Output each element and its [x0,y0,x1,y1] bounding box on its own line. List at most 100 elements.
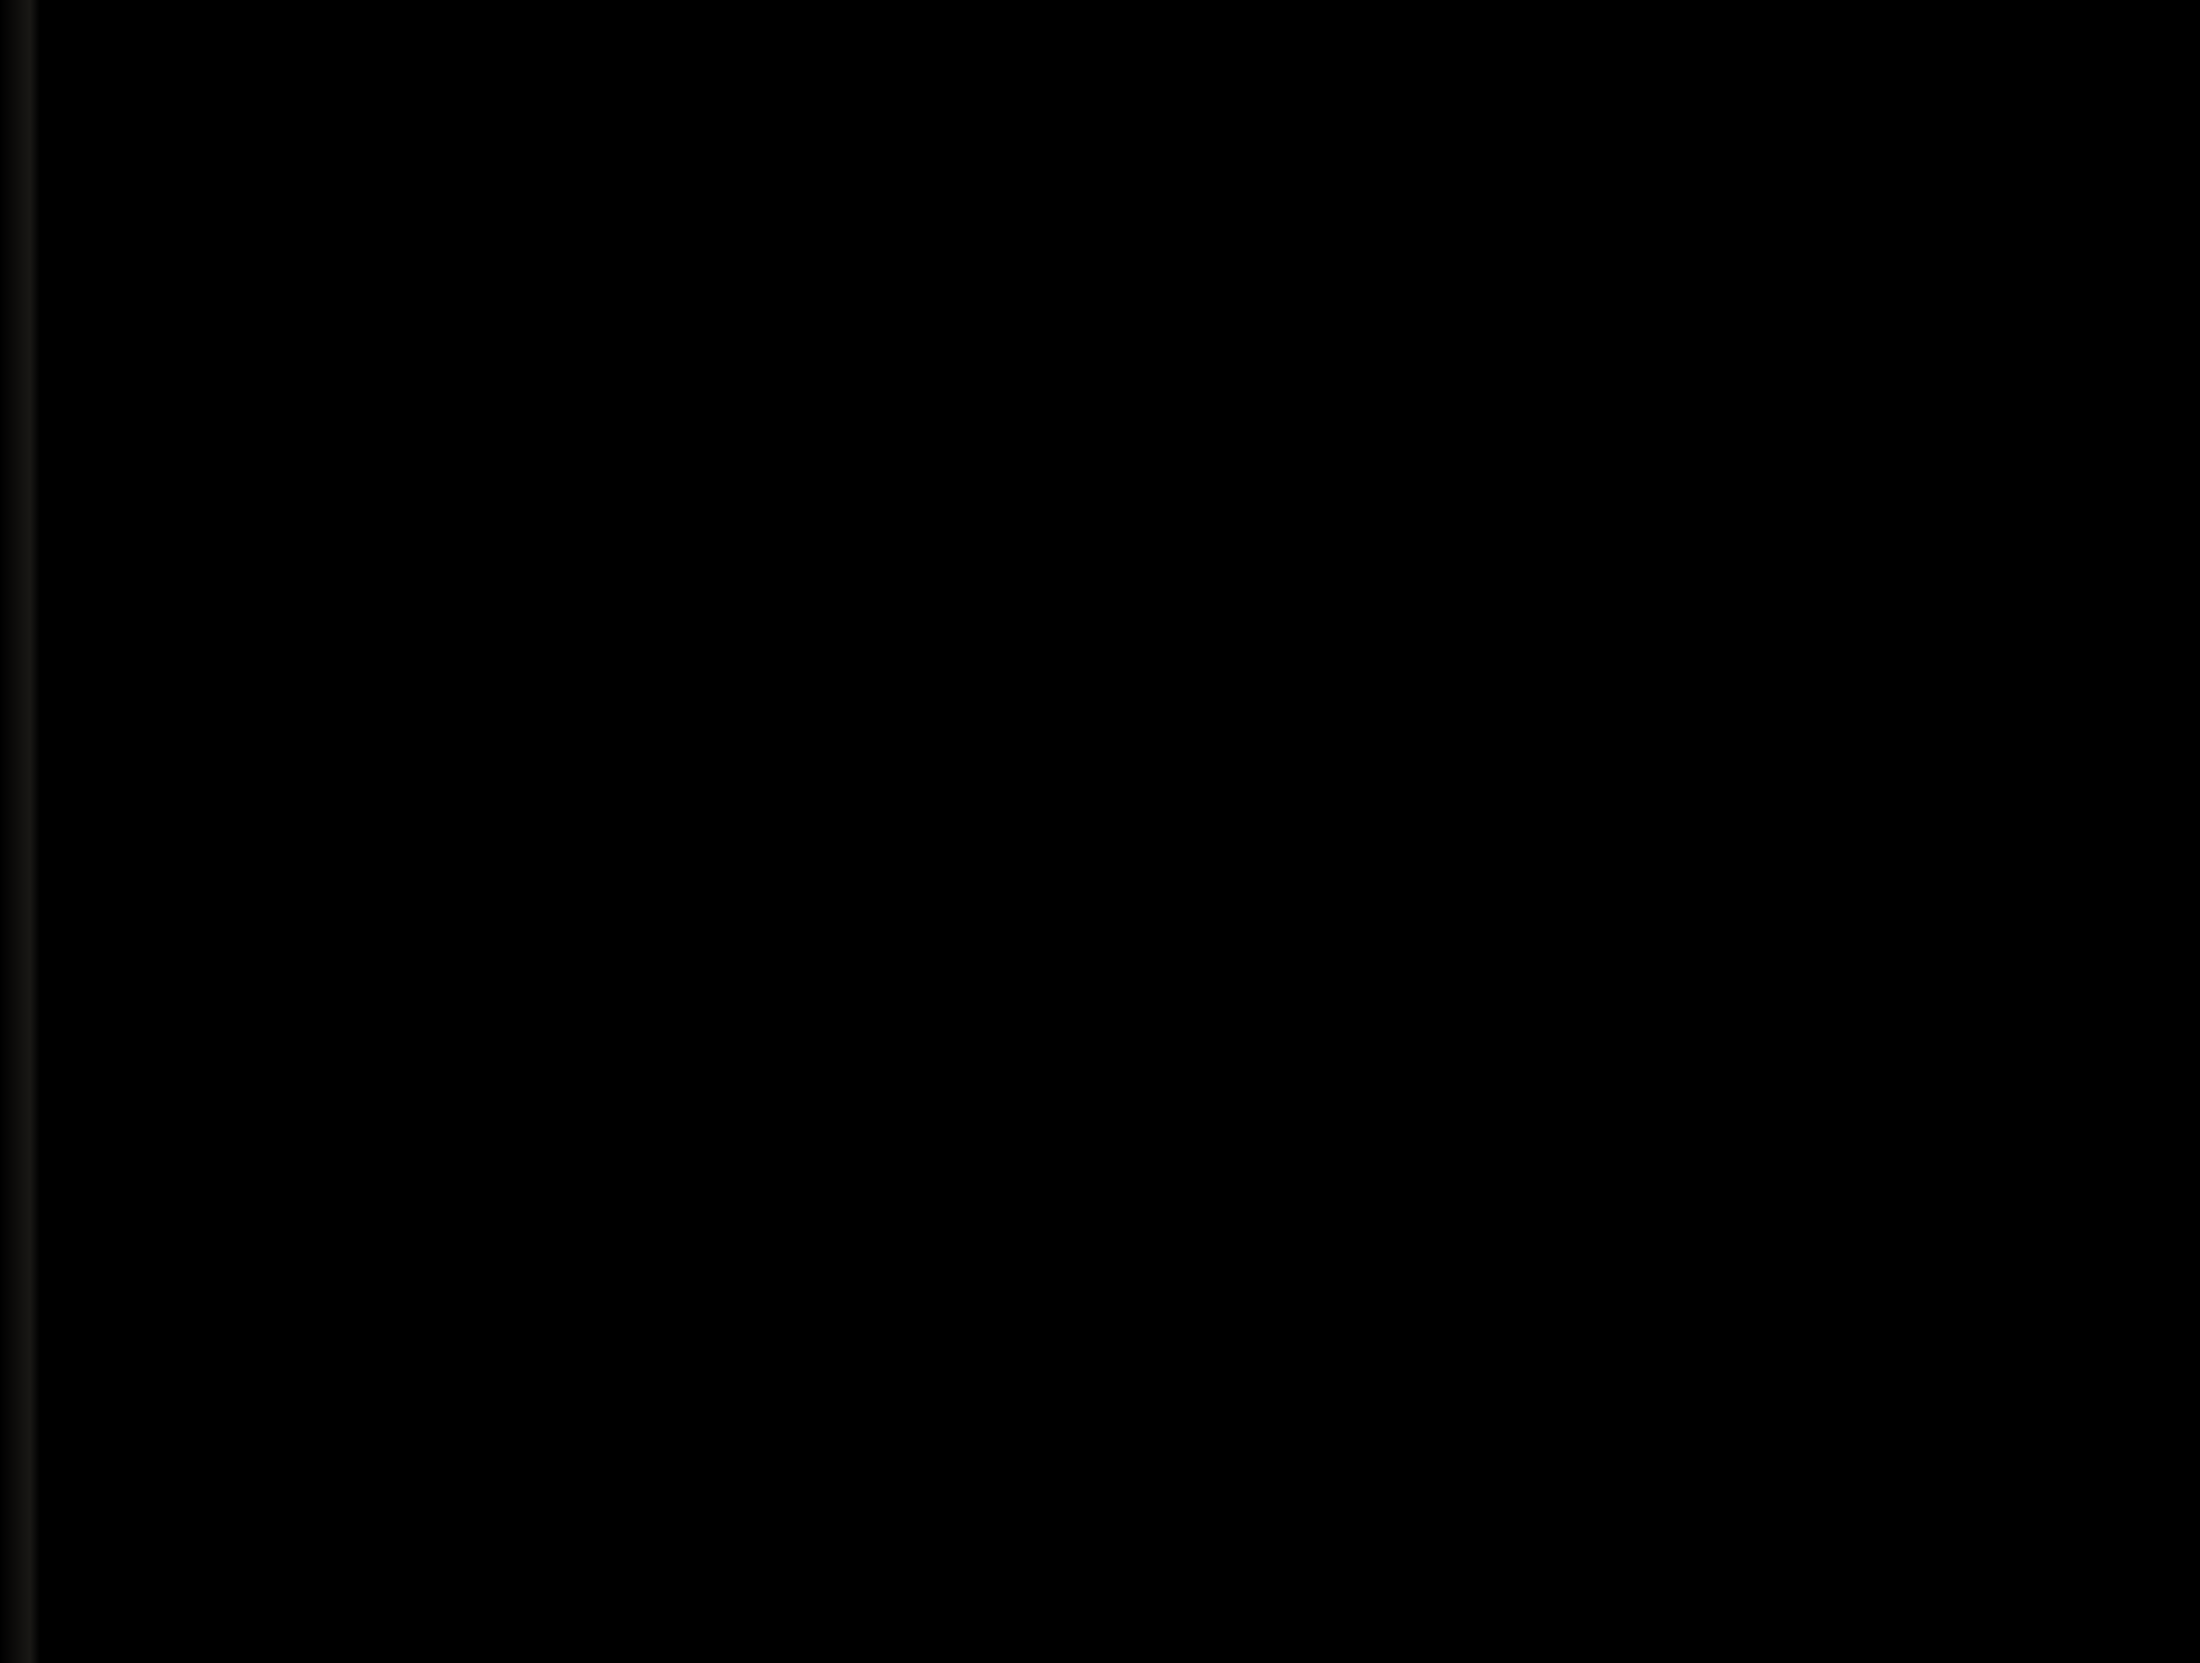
smallpox-mark: v. [635,1021,655,1047]
reading-questions: 8 X [822,421,848,440]
reading-luth-cat: Y [748,949,768,976]
column-header-smallpox: Koppor. [639,104,653,150]
birth-place: Mäntsälä [492,1022,540,1040]
smallpox-mark: v. [635,176,655,202]
understanding-grade: D. [926,703,952,729]
attendance-note: 8.20 2.24 [958,350,1003,366]
reading-luth-cat: Y [748,984,768,1011]
birth-date: 11/9.1873. [450,493,489,515]
birth-place: D:o [492,494,518,512]
communion-mark: N:o [1331,91,1364,114]
attendance-note: 1. [958,1055,971,1070]
communion-mark: N:o [1519,91,1552,114]
reading-hustaflan: Y [785,702,805,729]
birth-date: 7/5.1861. [450,352,489,374]
person-name: Son Josef. [175,347,285,375]
smallpox-mark: v. [635,1091,655,1118]
birth-place: D:o [492,354,518,371]
reading-questions: Y [822,1161,834,1179]
table-rule [878,88,880,1332]
reading-luth-cat: Y [748,1090,768,1117]
departure-note: Död 20/11.1868. [1921,1264,2007,1296]
reading-hustaflan: Y/ [785,948,812,976]
attendance-note: 8.42 9. [958,174,1001,190]
reading-hustaflan: X [785,1125,806,1152]
smallpox-mark: v. [635,246,655,273]
reading-abc-book: Y [713,350,733,377]
column-header-dav-ps: Dav. Ps. [890,126,904,171]
reading-abc-book: X [713,421,734,448]
table-rule [1354,118,1357,1332]
birth-date: 30/5.1843. [450,1056,489,1078]
reading-questions: 3. gn. [822,348,865,369]
reading-hustaflan: Y [785,350,805,377]
birth-date: 15/8.1851. [450,247,489,269]
row-cross-marker: + [144,1268,161,1293]
communion-mark: N:o [1472,91,1505,114]
reading-questions: 6 Y [822,209,847,229]
reading-questions: Y [822,950,834,968]
understanding-grade: C. [926,738,951,765]
reading-abc-book: Y [713,315,733,342]
reading-abc-book: / [713,1267,726,1293]
understanding-grade: C. [926,210,951,237]
reading-abc-book: Y [713,1054,733,1081]
row-mark: v [132,1127,142,1145]
smallpox-mark: v. [635,352,655,378]
table-rule [130,1050,2010,1052]
margin-note: Lösförh. [1024,741,1076,758]
came-from: 70 p. 172. [545,1091,618,1111]
reading-dav-ps: 7 [887,175,904,201]
birth-date: 1/1.1848. [450,1021,489,1043]
birth-place: Hausjärvi [492,1268,540,1287]
row-mark: v [132,987,142,1004]
smallpox-mark: v. [635,281,655,308]
reading-abc-book: Y [713,773,733,800]
communion-entry: 4 5/7 12 [1308,701,1340,730]
smallpox-mark: v. [635,704,655,730]
departure-note: 70 p. 222 [1922,1087,1990,1106]
came-from: exp. 113 [545,423,607,442]
reading-in-book: Y [675,1301,695,1328]
birth-place: D:o [492,283,518,301]
birth-place: Hausjärvi [492,951,540,970]
column-header-birth-year2: och datum. [449,141,489,169]
communion-entry: 17 4/7 12 [1355,419,1395,448]
understanding-grade: C. [926,316,951,342]
reading-dav-ps: 7 [887,281,904,307]
reading-hustaflan: Y [785,1054,805,1081]
person-name: Dott. Maria Magdalena [175,449,396,478]
birth-date: 14/5.1849. [450,423,489,445]
table-rule [130,909,2010,912]
reading-in-book: Y [675,350,695,377]
birth-place: D:o [492,741,518,759]
smallpox-mark: v. [635,985,655,1012]
reading-dav-ps: 7 [887,1055,904,1081]
reading-in-book: / [675,739,688,765]
smallpox-mark: S [635,1303,653,1329]
departure-note: 70 p. 224 [1922,1052,1990,1070]
birth-date: 20/3.1828. [450,176,489,198]
reading-luth-cat: X [748,1125,769,1152]
table-rule [130,803,2010,806]
departure-note: 73 p. 313 [1922,771,1990,789]
table-rule [818,88,820,1332]
column-header-birth-place: Ort. [502,133,530,148]
column-header-came-from: Kommen ifrån [544,129,626,143]
table-rule [130,627,2010,630]
reading-in-book: Y [675,210,695,237]
row-cross-marker: + [144,212,161,237]
reading-hustaflan: Y [785,773,805,800]
reading-abc-book: Y [713,210,733,237]
table-rule [668,88,670,1332]
communion-entry: 9/10 5/12 [1308,1017,1338,1046]
table-rule [130,381,2010,384]
understanding-grade: C. [926,281,951,307]
reading-hustaflan: Y [785,245,805,272]
communion-entry: 19/11 [1403,244,1439,259]
communion-entry: 7 27/4 10 [1355,1017,1395,1046]
reading-hustaflan: / [785,739,798,765]
birth-date: 9/5.1857. [450,775,489,797]
person-name: Pig. Karolina Fredricsd: [175,977,402,1006]
reading-luth-cat: / [748,1267,761,1293]
